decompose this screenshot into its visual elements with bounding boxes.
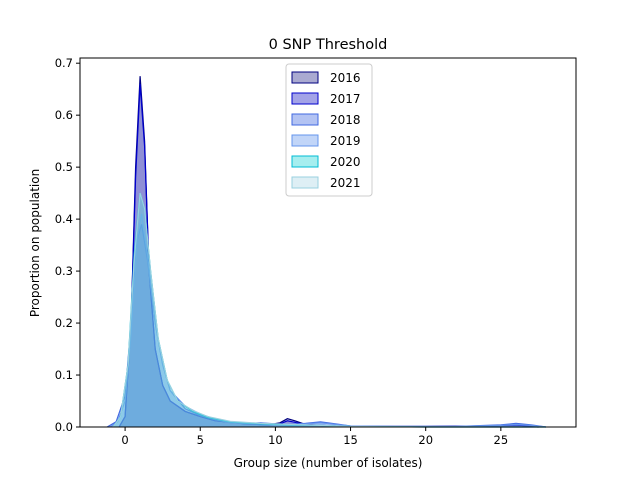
series-area-2020 [113,193,546,427]
series-2021 [112,192,546,428]
y-tick-label: 0.5 [55,160,73,174]
y-tick-label: 0.3 [55,264,73,278]
series-area-2018 [107,224,546,427]
series-area-2016 [119,76,539,427]
y-tick-label: 0.0 [55,420,73,434]
legend-label: 2021 [330,176,361,190]
legend-label: 2018 [330,113,361,127]
legend-swatch [291,92,319,105]
legend-label: 2020 [330,155,361,169]
series-line-2021 [112,192,546,428]
legend-label: 2019 [330,134,361,148]
legend-swatch [291,113,319,126]
legend-item-2019: 2019 [291,134,361,148]
plot-frame [79,57,577,428]
x-tick-label: 10 [268,433,283,447]
legend-swatch [291,155,319,168]
series-layer [106,76,546,428]
y-tick-label: 0.7 [55,56,73,70]
legend-item-2016: 2016 [291,71,361,85]
series-area-2019 [110,213,546,427]
x-tick-label: 5 [197,433,204,447]
legend-item-2021: 2021 [291,176,361,190]
legend-swatch [291,134,319,147]
y-tick-label: 0.6 [55,108,73,122]
y-tick-label: 0.2 [55,316,73,330]
x-tick-label: 15 [343,433,358,447]
x-axis-label: Group size (number of isolates) [234,456,423,470]
axes-layer: 0 5 10 15 20 25 0.0 0.1 0.2 0.3 0.4 0.5 0.6 0.7 [55,56,577,447]
y-tick-label: 0.1 [55,368,73,382]
x-tick-label: 20 [418,433,433,447]
x-tick-label: 0 [121,433,128,447]
legend-item-2018: 2018 [291,113,361,127]
y-axis-label: Proportion on population [28,169,42,317]
legend-item-2020: 2020 [291,155,361,169]
series-area-2017 [119,84,539,427]
legend-frame [285,63,373,197]
x-tick-label: 25 [494,433,509,447]
legend-item-2017: 2017 [291,92,361,106]
legend: 2016 2017 2018 2019 2020 2021 [285,63,373,197]
legend-swatch [291,71,319,84]
y-tick-label: 0.4 [55,212,73,226]
legend-label: 2016 [330,71,361,85]
legend-swatch [291,176,319,189]
series-area-2021 [113,193,546,427]
legend-label: 2017 [330,92,361,106]
chart-title: 0 SNP Threshold [269,37,388,53]
